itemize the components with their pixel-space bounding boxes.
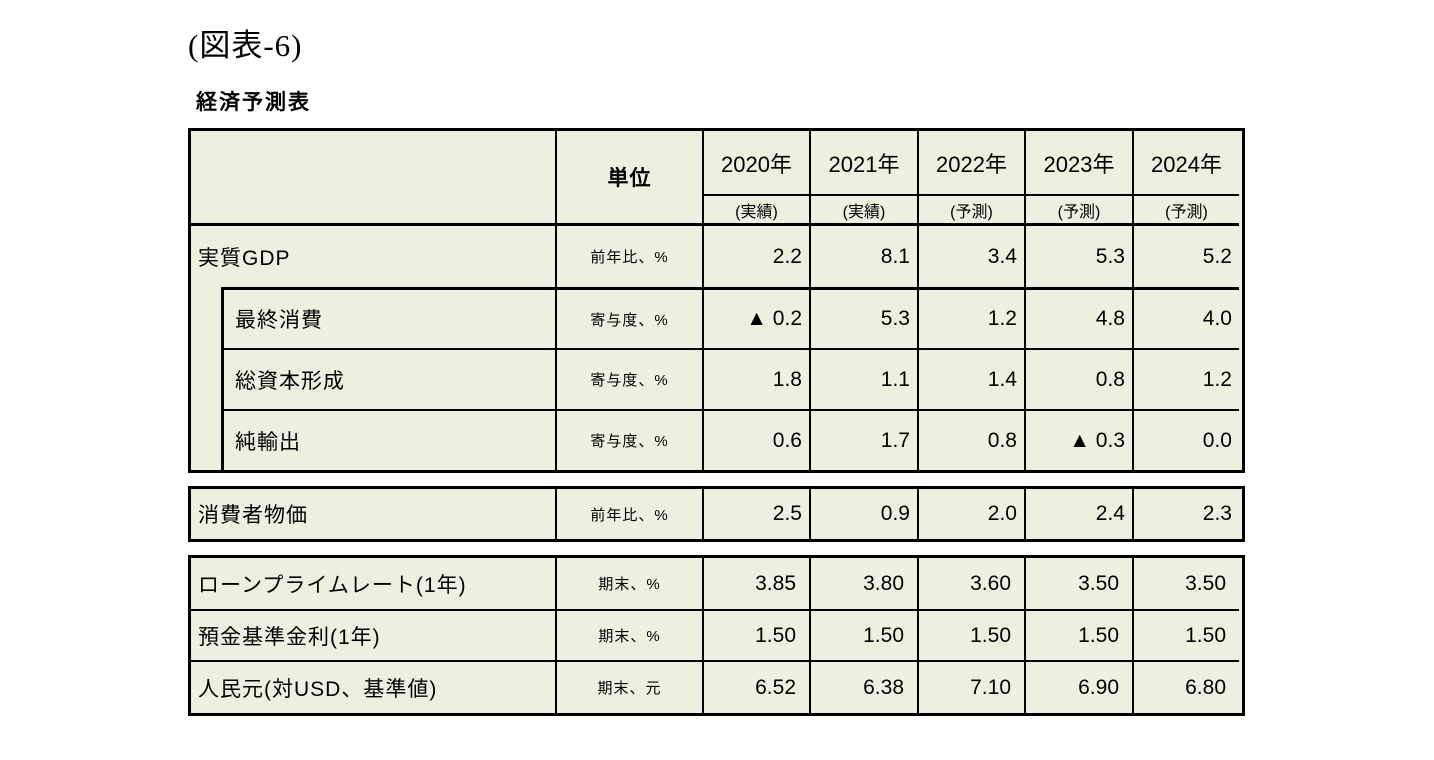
value-cell: 1.50 [809, 609, 917, 660]
value-cell: 2.2 [702, 223, 809, 287]
row-label: 純輸出 [221, 409, 555, 470]
year-header: 2023年 [1024, 131, 1132, 194]
value-cell: 2.5 [702, 489, 809, 539]
row-label: 人民元(対USD、基準値) [191, 660, 555, 713]
value-cell: 1.50 [702, 609, 809, 660]
value-cell: 3.50 [1132, 558, 1239, 609]
value-cell: 6.80 [1132, 660, 1239, 713]
row-unit: 寄与度、% [555, 348, 702, 409]
corner-cell [191, 131, 555, 223]
value-cell: 0.8 [1024, 348, 1132, 409]
period-type-header: (予測) [917, 194, 1024, 223]
row-unit: 前年比、% [555, 223, 702, 287]
value-cell: 3.80 [809, 558, 917, 609]
row-unit: 期末、元 [555, 660, 702, 713]
value-cell: 3.4 [917, 223, 1024, 287]
gdp-block: 単位 2020年 2021年 2022年 2023年 2024年 (実績) (実… [188, 128, 1245, 473]
row-unit: 前年比、% [555, 489, 702, 539]
value-cell: 8.1 [809, 223, 917, 287]
value-cell: 1.8 [702, 348, 809, 409]
value-cell: 0.8 [917, 409, 1024, 470]
row-unit: 寄与度、% [555, 287, 702, 348]
year-header: 2024年 [1132, 131, 1239, 194]
value-cell: 6.38 [809, 660, 917, 713]
value-cell: 1.4 [917, 348, 1024, 409]
indent-spacer [191, 348, 221, 409]
table-title: 経済予測表 [196, 91, 311, 114]
year-header: 2022年 [917, 131, 1024, 194]
row-label: 実質GDP [191, 223, 555, 287]
value-cell: 2.3 [1132, 489, 1239, 539]
value-cell: 6.90 [1024, 660, 1132, 713]
value-cell: 1.7 [809, 409, 917, 470]
value-cell: 5.3 [1024, 223, 1132, 287]
value-cell: ▲ 0.2 [702, 287, 809, 348]
unit-column-header: 単位 [555, 131, 702, 223]
period-type-header: (実績) [702, 194, 809, 223]
row-unit: 期末、% [555, 558, 702, 609]
value-cell: ▲ 0.3 [1024, 409, 1132, 470]
value-cell: 3.85 [702, 558, 809, 609]
value-cell: 3.50 [1024, 558, 1132, 609]
value-cell: 1.50 [1024, 609, 1132, 660]
value-cell: 5.3 [809, 287, 917, 348]
year-header: 2020年 [702, 131, 809, 194]
value-cell: 1.1 [809, 348, 917, 409]
value-cell: 6.52 [702, 660, 809, 713]
period-type-header: (予測) [1024, 194, 1132, 223]
value-cell: 0.0 [1132, 409, 1239, 470]
row-label: 総資本形成 [221, 348, 555, 409]
cpi-block: 消費者物価 前年比、% 2.5 0.9 2.0 2.4 2.3 [188, 486, 1245, 542]
value-cell: 2.4 [1024, 489, 1132, 539]
value-cell: 4.8 [1024, 287, 1132, 348]
value-cell: 0.9 [809, 489, 917, 539]
value-cell: 1.50 [917, 609, 1024, 660]
value-cell: 7.10 [917, 660, 1024, 713]
period-type-header: (実績) [809, 194, 917, 223]
row-unit: 期末、% [555, 609, 702, 660]
row-label: 預金基準金利(1年) [191, 609, 555, 660]
row-label: 最終消費 [221, 287, 555, 348]
row-label: ローンプライムレート(1年) [198, 573, 467, 597]
value-cell: 4.0 [1132, 287, 1239, 348]
value-cell: 1.2 [917, 287, 1024, 348]
period-type-header: (予測) [1132, 194, 1239, 223]
value-cell: 1.2 [1132, 348, 1239, 409]
value-cell: 3.60 [917, 558, 1024, 609]
row-unit: 寄与度、% [555, 409, 702, 470]
economic-forecast-table: 単位 2020年 2021年 2022年 2023年 2024年 (実績) (実… [188, 128, 1245, 716]
value-cell: 0.6 [702, 409, 809, 470]
row-label: 消費者物価 [198, 504, 308, 527]
indent-spacer [191, 409, 221, 470]
indent-spacer [191, 287, 221, 348]
value-cell: 1.50 [1132, 609, 1239, 660]
value-cell: 5.2 [1132, 223, 1239, 287]
rates-block: ローンプライムレート(1年) 期末、% 3.85 3.80 3.60 3.50 … [188, 555, 1245, 716]
figure-label: (図表-6) [188, 28, 303, 63]
year-header: 2021年 [809, 131, 917, 194]
value-cell: 2.0 [917, 489, 1024, 539]
